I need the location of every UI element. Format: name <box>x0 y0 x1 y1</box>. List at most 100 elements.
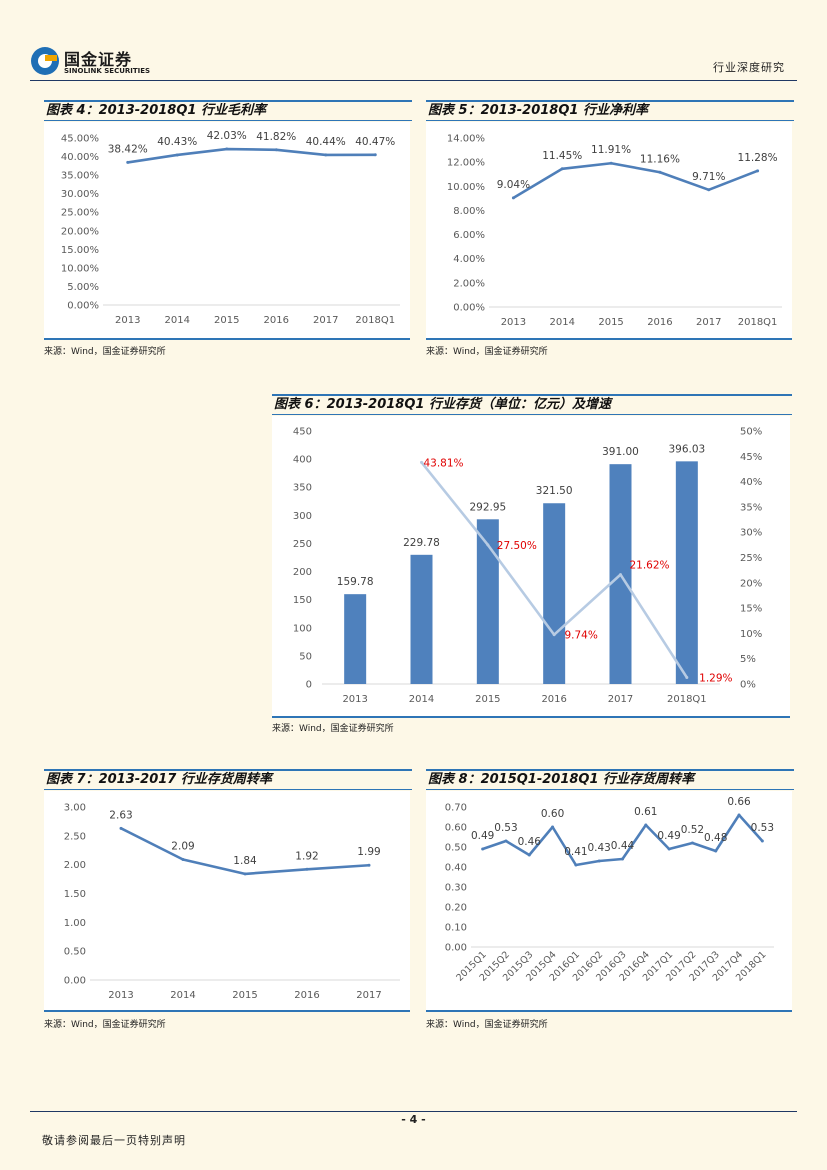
data-point <box>574 863 578 867</box>
growth-point <box>420 460 423 464</box>
ytick-label: 25.00% <box>61 208 99 219</box>
ytick-label: 14.00% <box>447 134 485 145</box>
ytick-label: 0.00 <box>64 976 86 987</box>
report-type: 行业深度研究 <box>713 61 785 74</box>
logo-mark-icon <box>31 47 59 75</box>
xtick-label: 2016 <box>647 317 672 328</box>
fig8-svg: 0.000.100.200.300.400.500.600.702015Q120… <box>445 796 774 984</box>
growth-label: 43.81% <box>423 457 463 469</box>
ytick-label: 0.70 <box>445 803 467 814</box>
data-label: 0.48 <box>704 832 727 844</box>
data-point <box>274 148 278 152</box>
data-label: 1.84 <box>233 855 257 867</box>
fig6-chart: 0 50 100 150 200 250 300 350 400 450 0% 5% 10% 15% 20%… <box>272 416 790 718</box>
footer-divider <box>30 1111 797 1112</box>
data-point <box>667 847 671 851</box>
ytick-label: 6.00% <box>453 230 485 241</box>
data-label: 0.49 <box>471 830 494 842</box>
data-label: 40.47% <box>355 136 395 148</box>
ytick-label: 8.00% <box>453 206 485 217</box>
xtick-label: 2017 <box>696 317 721 328</box>
inventory-bar <box>543 503 566 684</box>
data-point <box>737 813 741 817</box>
ytick-label: 0.10 <box>445 923 467 934</box>
inventory-bar <box>410 554 433 684</box>
data-label: 0.53 <box>494 822 517 834</box>
bar-value-label: 292.95 <box>469 501 506 513</box>
xtick-label: 2015 <box>232 990 257 1001</box>
data-label: 0.66 <box>727 796 751 808</box>
ytick-label: 12.00% <box>447 158 485 169</box>
fig8-chart: 0.00 0.10 0.20 0.30 0.40 0.50 0.60 0.70 2015Q1 20… <box>426 791 792 1012</box>
ytick-label: 0.60 <box>445 823 467 834</box>
data-label: 0.61 <box>634 806 657 818</box>
bar-value-label: 321.50 <box>536 485 573 497</box>
y2tick-label: 5% <box>740 654 756 665</box>
data-label: 9.04% <box>497 179 530 191</box>
data-point <box>324 153 328 157</box>
data-point <box>373 153 377 157</box>
data-point <box>481 847 485 851</box>
data-label: 2.63 <box>109 809 132 821</box>
ytick-label: 2.50 <box>64 831 86 842</box>
xtick-label: 2014 <box>165 315 190 326</box>
ytick-label: 10.00% <box>61 263 99 274</box>
ytick-label: 0.50 <box>445 843 467 854</box>
data-label: 9.71% <box>692 171 725 183</box>
ytick-label: 35.00% <box>61 171 99 182</box>
xtick-label: 2014 <box>170 990 195 1001</box>
fig7-chart: 0.00 0.50 1.00 1.50 2.00 2.50 3.00 2013 2014 2015… <box>44 791 410 1012</box>
fig6-source: 来源：Wind，国金证券研究所 <box>272 724 394 734</box>
data-point <box>551 825 555 829</box>
xtick-label: 2018Q1 <box>667 694 707 705</box>
ytick-label: 50 <box>299 651 312 662</box>
logo-chinese-text: 国金证券 <box>64 50 133 69</box>
data-label: 1.99 <box>357 846 380 858</box>
y2tick-label: 35% <box>740 502 762 513</box>
data-point <box>181 857 185 861</box>
y2tick-label: 20% <box>740 578 762 589</box>
y2tick-label: 30% <box>740 528 762 539</box>
xtick-label: 2013 <box>115 315 140 326</box>
ytick-label: 400 <box>293 455 312 466</box>
data-label: 11.16% <box>640 153 680 165</box>
data-point <box>707 188 711 192</box>
data-label: 2.09 <box>171 840 194 852</box>
data-point <box>658 170 662 174</box>
ytick-label: 150 <box>293 595 312 606</box>
growth-label: 1.29% <box>699 672 732 684</box>
xtick-label: 2013 <box>108 990 133 1001</box>
fig4-title: 图表 4：2013-2018Q1 行业毛利率 <box>44 100 412 121</box>
ytick-label: 250 <box>293 539 312 550</box>
ytick-label: 0.00 <box>445 943 467 954</box>
data-label: 11.91% <box>591 144 631 156</box>
ytick-label: 20.00% <box>61 226 99 237</box>
data-label: 0.53 <box>751 822 774 834</box>
xtick-label: 2017 <box>356 990 381 1001</box>
data-point <box>511 196 515 200</box>
logo-english-text: SINOLINK SECURITIES <box>64 67 151 75</box>
growth-label: 27.50% <box>497 540 537 552</box>
data-point <box>621 857 624 861</box>
ytick-label: 4.00% <box>453 254 485 265</box>
data-point <box>609 161 613 165</box>
y2tick-label: 45% <box>740 452 762 463</box>
data-point <box>305 867 309 871</box>
ytick-label: 300 <box>293 511 312 522</box>
ytick-label: 30.00% <box>61 189 99 200</box>
data-point <box>504 839 508 843</box>
data-point <box>243 872 247 876</box>
data-label: 41.82% <box>256 131 296 143</box>
data-label: 0.44 <box>611 840 635 852</box>
data-label: 0.46 <box>518 836 542 848</box>
xtick-label: 2018Q1 <box>738 317 778 328</box>
data-label: 42.03% <box>207 130 247 142</box>
series-line <box>512 161 759 199</box>
inventory-bar <box>344 594 367 684</box>
xtick-label: 2015 <box>598 317 623 328</box>
data-label: 0.52 <box>681 824 704 836</box>
data-point <box>756 169 760 173</box>
inventory-bar <box>476 519 499 684</box>
data-point <box>690 841 694 845</box>
fig4-chart: 0.00% 5.00% 10.00% 15.00% 20.00% 25.00% 30.00%… <box>44 122 410 340</box>
